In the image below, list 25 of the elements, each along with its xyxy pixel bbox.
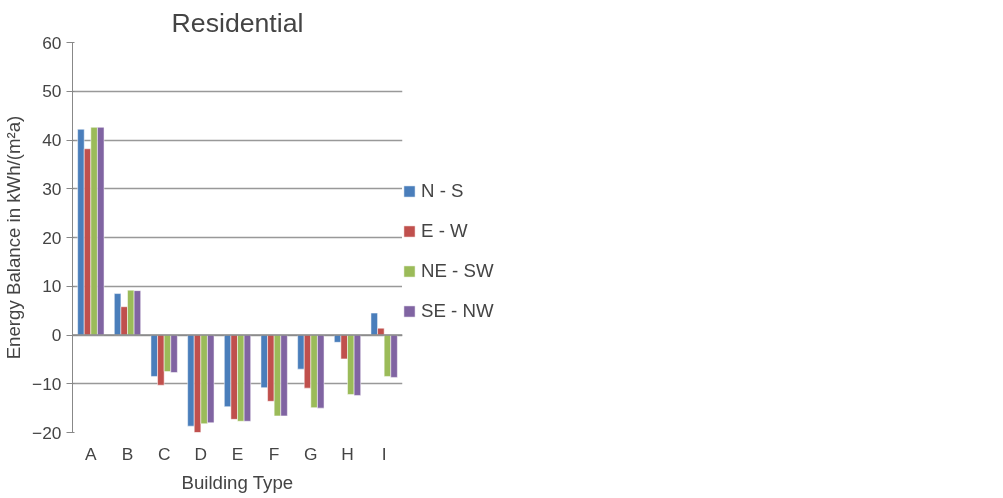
x-tick-label: D	[194, 443, 208, 464]
y-tick-label: 10	[42, 276, 62, 297]
x-tick-label: H	[341, 443, 354, 464]
chart-title: Residential	[171, 7, 304, 38]
y-tick-label: 50	[42, 81, 62, 102]
x-tick-label: I	[381, 443, 387, 464]
x-tick-label: E	[231, 443, 244, 464]
y-tick-label: 30	[42, 178, 62, 199]
legend-label: NE - SW	[421, 260, 494, 282]
y-axis-title: Energy Balance in kWh/(m²a)	[3, 115, 25, 360]
x-axis-title: Building Type	[181, 471, 294, 493]
y-tick-label: 0	[51, 325, 62, 345]
x-tick-label: C	[157, 443, 171, 464]
x-tick-label: F	[268, 443, 280, 464]
legend-label: E - W	[421, 220, 468, 242]
x-tick-label: G	[304, 443, 318, 464]
legend-label: N - S	[421, 180, 464, 202]
x-tick-label: A	[85, 443, 98, 464]
y-tick-label: −20	[32, 422, 62, 443]
y-tick-label: 60	[42, 32, 62, 53]
x-tick-label: B	[121, 443, 134, 464]
y-tick-label: −10	[32, 373, 62, 394]
y-tick-label: 20	[42, 227, 62, 248]
y-tick-label: 40	[42, 130, 62, 150]
legend-label: SE - NW	[421, 300, 494, 322]
